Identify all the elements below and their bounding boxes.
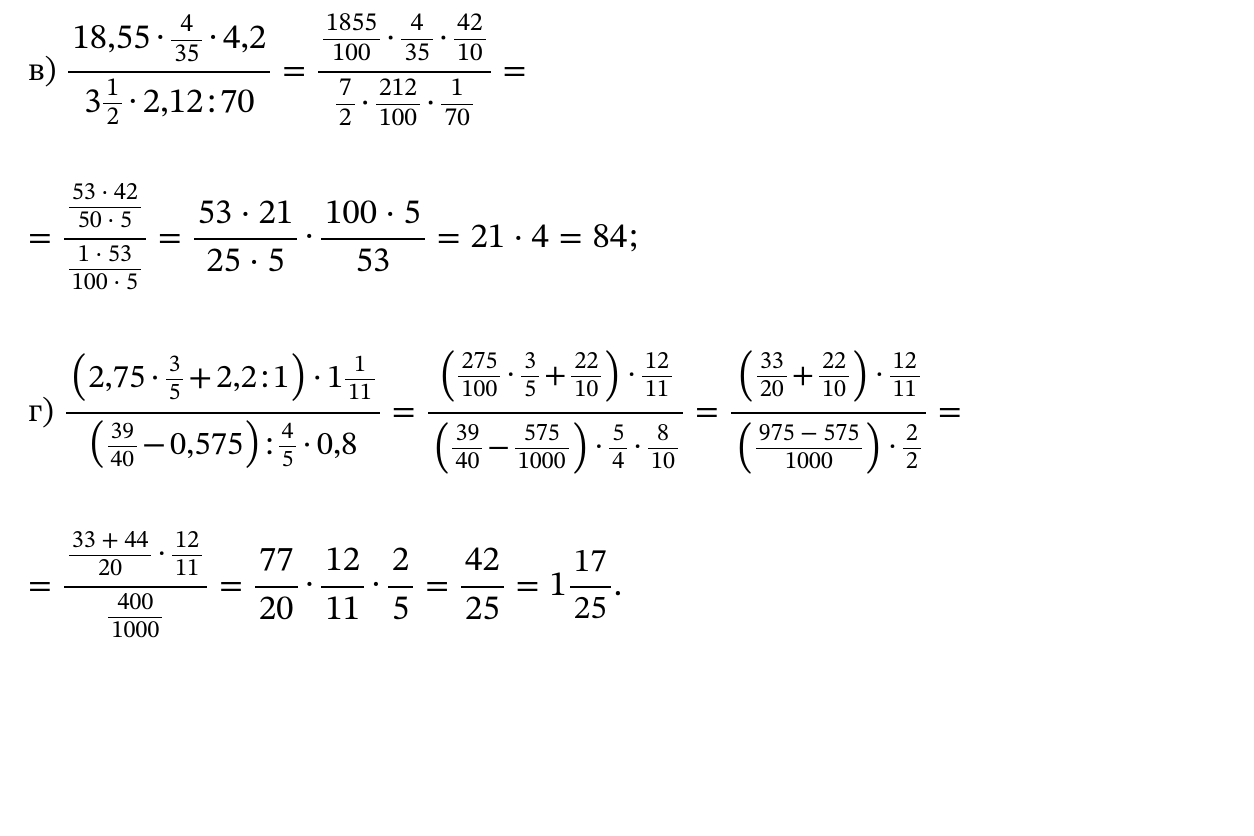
colon-op: :: [207, 84, 216, 124]
mixed-number: 1 17 25: [549, 543, 612, 629]
dot-op: ·: [128, 82, 138, 122]
value: 2,12: [143, 84, 204, 124]
dot-op: ·: [155, 18, 165, 58]
fraction: ( 275100 · 35 + 2210 ) · 1211 ( 3940 − 5…: [428, 344, 683, 482]
equals: =: [938, 394, 962, 432]
equals: =: [695, 394, 719, 432]
fraction: 53 · 4250 · 5 1 · 53100 · 5: [64, 180, 146, 298]
equals: =: [559, 220, 583, 258]
equation-row-g-cont: = 33 + 4420 · 1211 4001000 = 7720 · 1211…: [28, 528, 1226, 646]
fraction: 1855100 · 435 · 4210 72 · 212100 · 170: [318, 10, 491, 134]
math-page: в) 18,55 · 4 35 · 4,2 3 1: [0, 0, 1254, 836]
equals: =: [503, 53, 527, 91]
value: 4,2: [223, 20, 266, 60]
value: 70: [220, 84, 255, 124]
equation-row-v: в) 18,55 · 4 35 · 4,2 3 1: [28, 10, 1226, 134]
value: 18,55: [72, 20, 150, 60]
fraction: 18,55 · 4 35 · 4,2 3 1 2: [68, 11, 270, 133]
equals: =: [437, 220, 461, 258]
item-label-g: г): [28, 394, 54, 432]
equals: =: [158, 220, 182, 258]
mixed-number: 3 1 2: [84, 76, 123, 132]
item-label-v: в): [28, 53, 56, 91]
fraction: 53 · 21 25 · 5: [194, 194, 298, 285]
result-value: 84: [593, 219, 628, 259]
fraction: ( 2,75 · 35 + 2,2 : 1 ) · 1 111: [66, 349, 380, 477]
dot-op: ·: [208, 18, 218, 58]
equals: =: [282, 53, 306, 91]
fraction: 100 · 5 53: [321, 194, 425, 285]
equals: =: [219, 568, 243, 606]
fraction: 4 35: [171, 12, 202, 68]
fraction: 33 + 4420 · 1211 4001000: [64, 528, 207, 646]
equals: =: [392, 394, 416, 432]
equals: =: [28, 568, 52, 606]
equals: =: [28, 220, 52, 258]
punctuation: ;: [629, 219, 638, 259]
equals: =: [425, 568, 449, 606]
equation-row-v-cont: = 53 · 4250 · 5 1 · 53100 · 5 = 53 · 21 …: [28, 180, 1226, 298]
value: 21 · 4: [470, 219, 548, 259]
equation-row-g: г) ( 2,75 · 35 + 2,2 : 1 ) · 1 111: [28, 344, 1226, 482]
fraction: ( 3320 + 2210 ) · 1211 ( 975 − 5751000 )…: [731, 344, 926, 482]
punctuation: .: [614, 567, 623, 607]
equals: =: [516, 568, 540, 606]
